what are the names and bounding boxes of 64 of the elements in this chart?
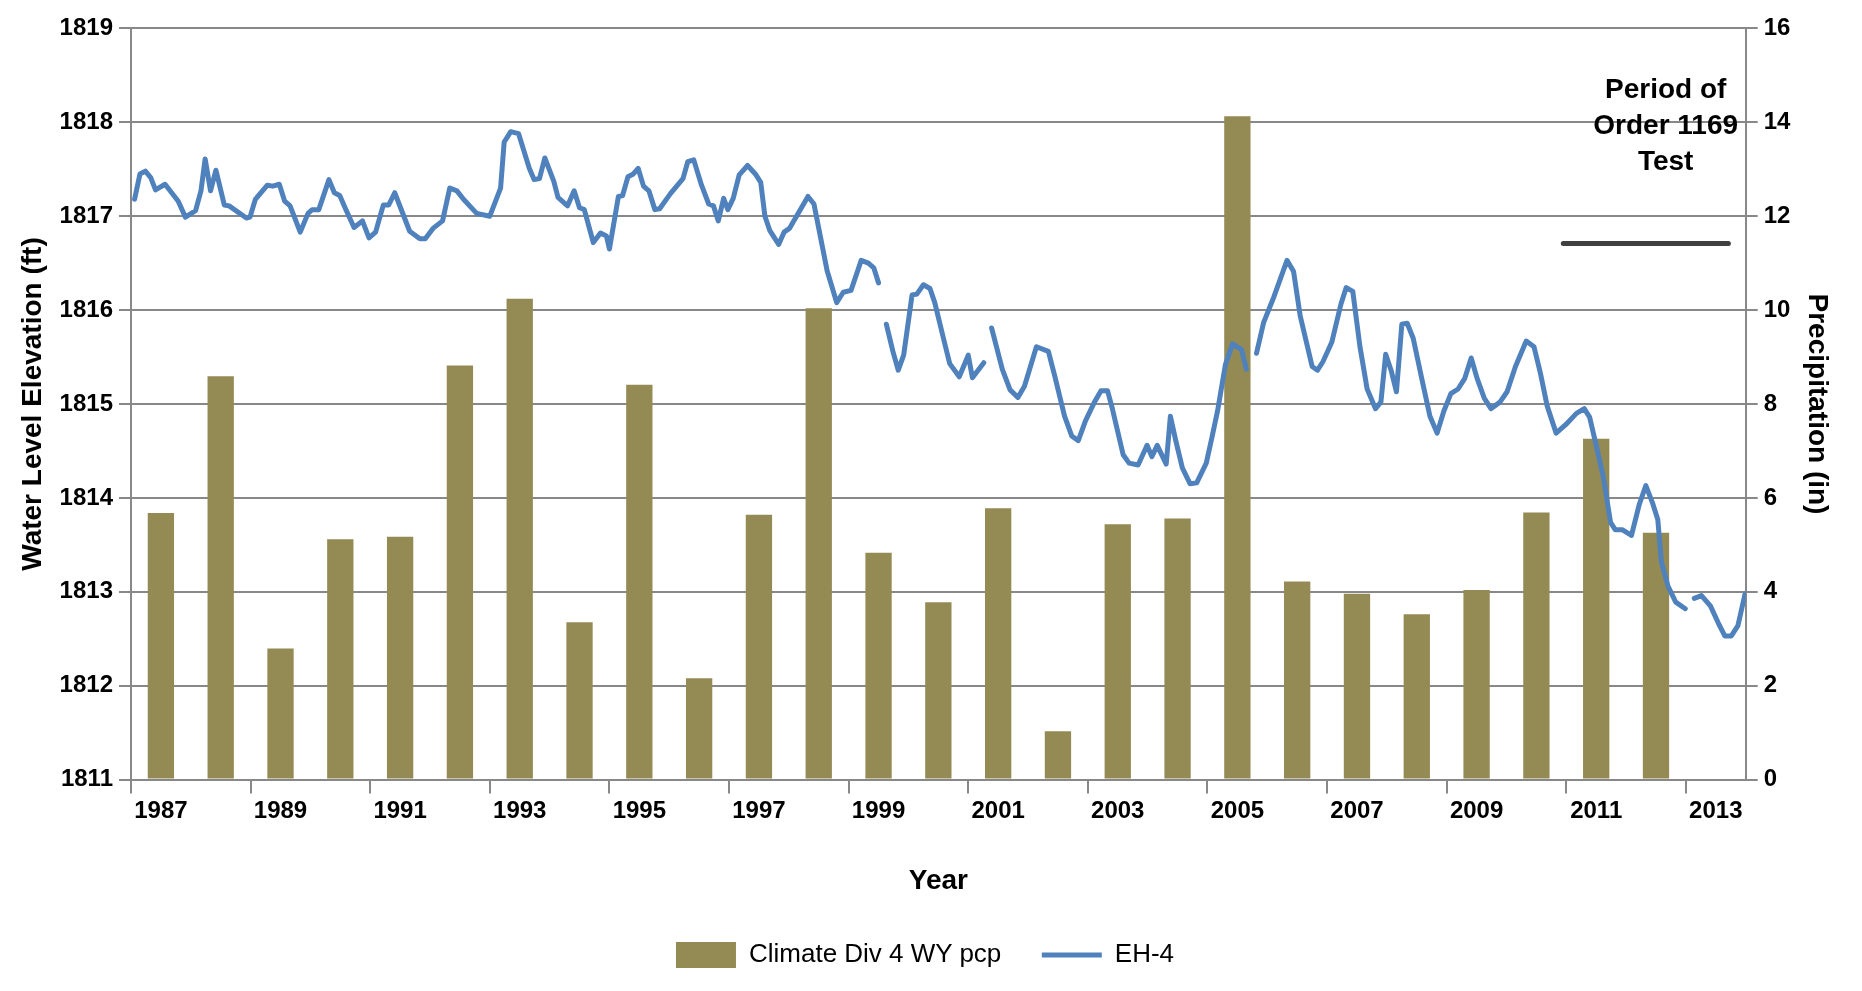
bar bbox=[925, 602, 952, 779]
bar bbox=[1523, 512, 1550, 779]
x-axis-title: Year bbox=[908, 863, 969, 895]
y2-axis-title: Precipitation (in) bbox=[1803, 293, 1835, 515]
x-tick-label: 1997 bbox=[732, 795, 786, 823]
bar bbox=[685, 678, 713, 779]
y2-tick-label: 8 bbox=[1763, 388, 1778, 416]
bar bbox=[386, 536, 414, 779]
y2-tick-label: 10 bbox=[1763, 294, 1791, 322]
bar bbox=[1463, 589, 1490, 779]
bar bbox=[506, 298, 533, 779]
y2-tick-label: 4 bbox=[1763, 576, 1778, 604]
y2-tick-label: 14 bbox=[1763, 106, 1792, 134]
y2-tick-label: 12 bbox=[1763, 200, 1791, 228]
bar bbox=[1224, 116, 1251, 779]
x-tick-label: 2013 bbox=[1689, 795, 1743, 823]
legend-label: Climate Div 4 WY pcp bbox=[748, 938, 1002, 969]
y-tick-label: 1819 bbox=[59, 13, 113, 41]
bar bbox=[147, 512, 175, 779]
bar bbox=[1583, 438, 1610, 779]
bar bbox=[446, 365, 474, 779]
bar bbox=[1104, 524, 1131, 779]
x-tick-label: 2011 bbox=[1570, 795, 1623, 823]
x-tick-label: 1999 bbox=[851, 795, 906, 823]
bar bbox=[985, 508, 1012, 779]
bar bbox=[1164, 518, 1191, 779]
bar bbox=[805, 308, 832, 779]
bar bbox=[207, 376, 234, 779]
annotation: Period of Order 1169 Test bbox=[1593, 73, 1739, 177]
x-tick-label: 1991 bbox=[373, 795, 427, 823]
bar bbox=[1403, 614, 1430, 779]
y-tick-label: 1814 bbox=[59, 482, 114, 510]
legend-label: EH-4 bbox=[1114, 938, 1175, 969]
bar bbox=[1642, 532, 1670, 779]
x-tick-label: 1995 bbox=[612, 795, 667, 823]
bar bbox=[1284, 581, 1311, 779]
y2-tick-label: 2 bbox=[1763, 670, 1778, 698]
x-tick-label: 1987 bbox=[134, 795, 188, 823]
y-tick-label: 1816 bbox=[59, 294, 113, 322]
x-tick-label: 2009 bbox=[1449, 795, 1504, 823]
y-axis-title: Water Level Elevation (ft) bbox=[15, 237, 47, 571]
x-tick-label: 2007 bbox=[1330, 795, 1384, 823]
bar bbox=[566, 622, 593, 779]
y-tick-label: 1811 bbox=[60, 764, 113, 792]
bar bbox=[745, 514, 773, 779]
y-tick-label: 1812 bbox=[59, 670, 113, 698]
x-tick-label: 1989 bbox=[253, 795, 308, 823]
bar bbox=[865, 552, 892, 779]
x-tick-label: 2005 bbox=[1210, 795, 1265, 823]
x-tick-label: 1993 bbox=[493, 795, 547, 823]
x-tick-label: 2003 bbox=[1091, 795, 1145, 823]
bar bbox=[626, 384, 653, 779]
x-tick-label: 2001 bbox=[971, 795, 1025, 823]
y2-tick-label: 6 bbox=[1763, 482, 1778, 510]
y2-tick-label: 0 bbox=[1763, 764, 1778, 792]
y-tick-label: 1815 bbox=[59, 388, 113, 416]
bar bbox=[1044, 731, 1072, 779]
y2-tick-label: 16 bbox=[1763, 13, 1791, 41]
bar bbox=[327, 539, 354, 779]
bar bbox=[1343, 593, 1371, 779]
y-tick-label: 1818 bbox=[59, 106, 113, 134]
y-tick-label: 1817 bbox=[59, 200, 113, 228]
bar bbox=[267, 648, 294, 779]
y-tick-label: 1813 bbox=[59, 576, 113, 604]
